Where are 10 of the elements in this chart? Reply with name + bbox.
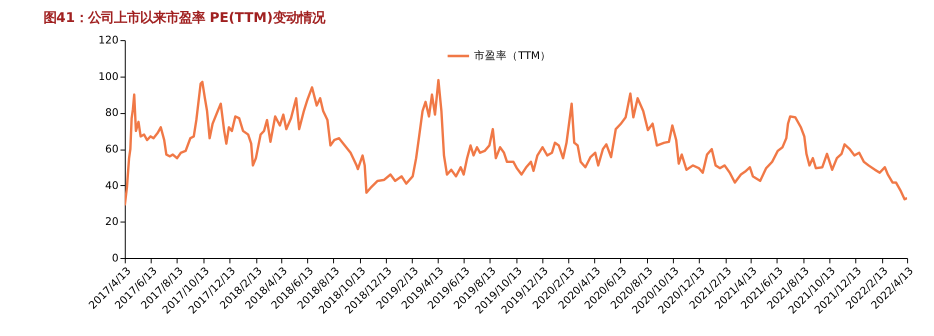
chart-title: 图41：公司上市以来市盈率 PE(TTM)变动情况 bbox=[43, 10, 326, 26]
y-tick-label: 120 bbox=[98, 34, 119, 47]
line-series bbox=[124, 78, 908, 207]
legend-label: 市盈率（TTM） bbox=[474, 48, 552, 62]
y-tick-label: 60 bbox=[105, 143, 119, 156]
y-tick-label: 40 bbox=[105, 180, 119, 192]
y-tick-label: 80 bbox=[105, 107, 119, 120]
y-tick-label: 0 bbox=[112, 252, 119, 264]
y-tick-label: 100 bbox=[98, 70, 119, 83]
y-tick-label: 20 bbox=[105, 216, 119, 228]
